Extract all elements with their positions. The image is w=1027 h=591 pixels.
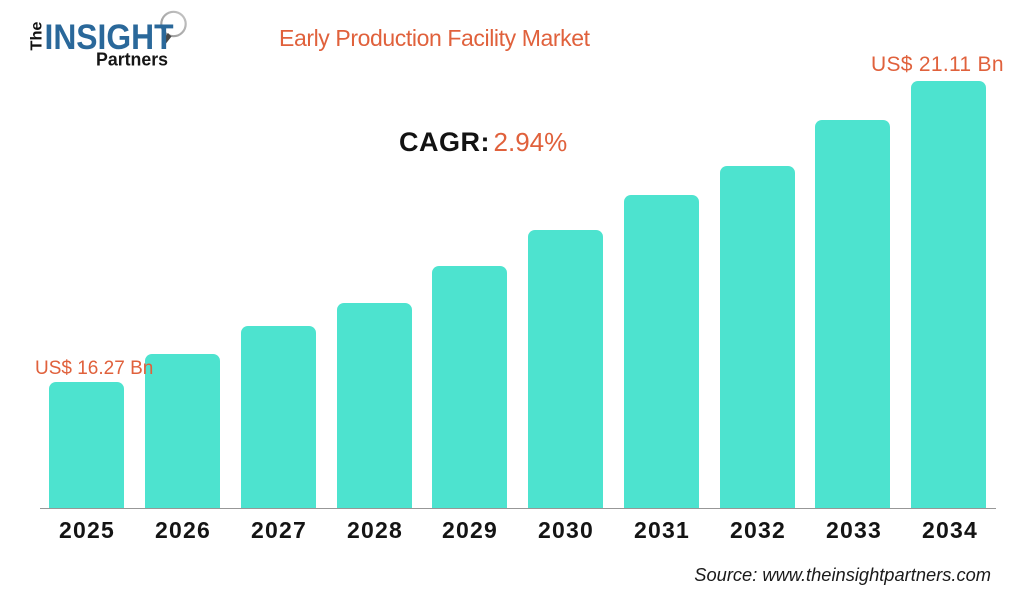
svg-text:INSIGHT: INSIGHT [45,18,174,57]
svg-text:The: The [29,21,46,50]
svg-text:Partners: Partners [96,50,168,70]
